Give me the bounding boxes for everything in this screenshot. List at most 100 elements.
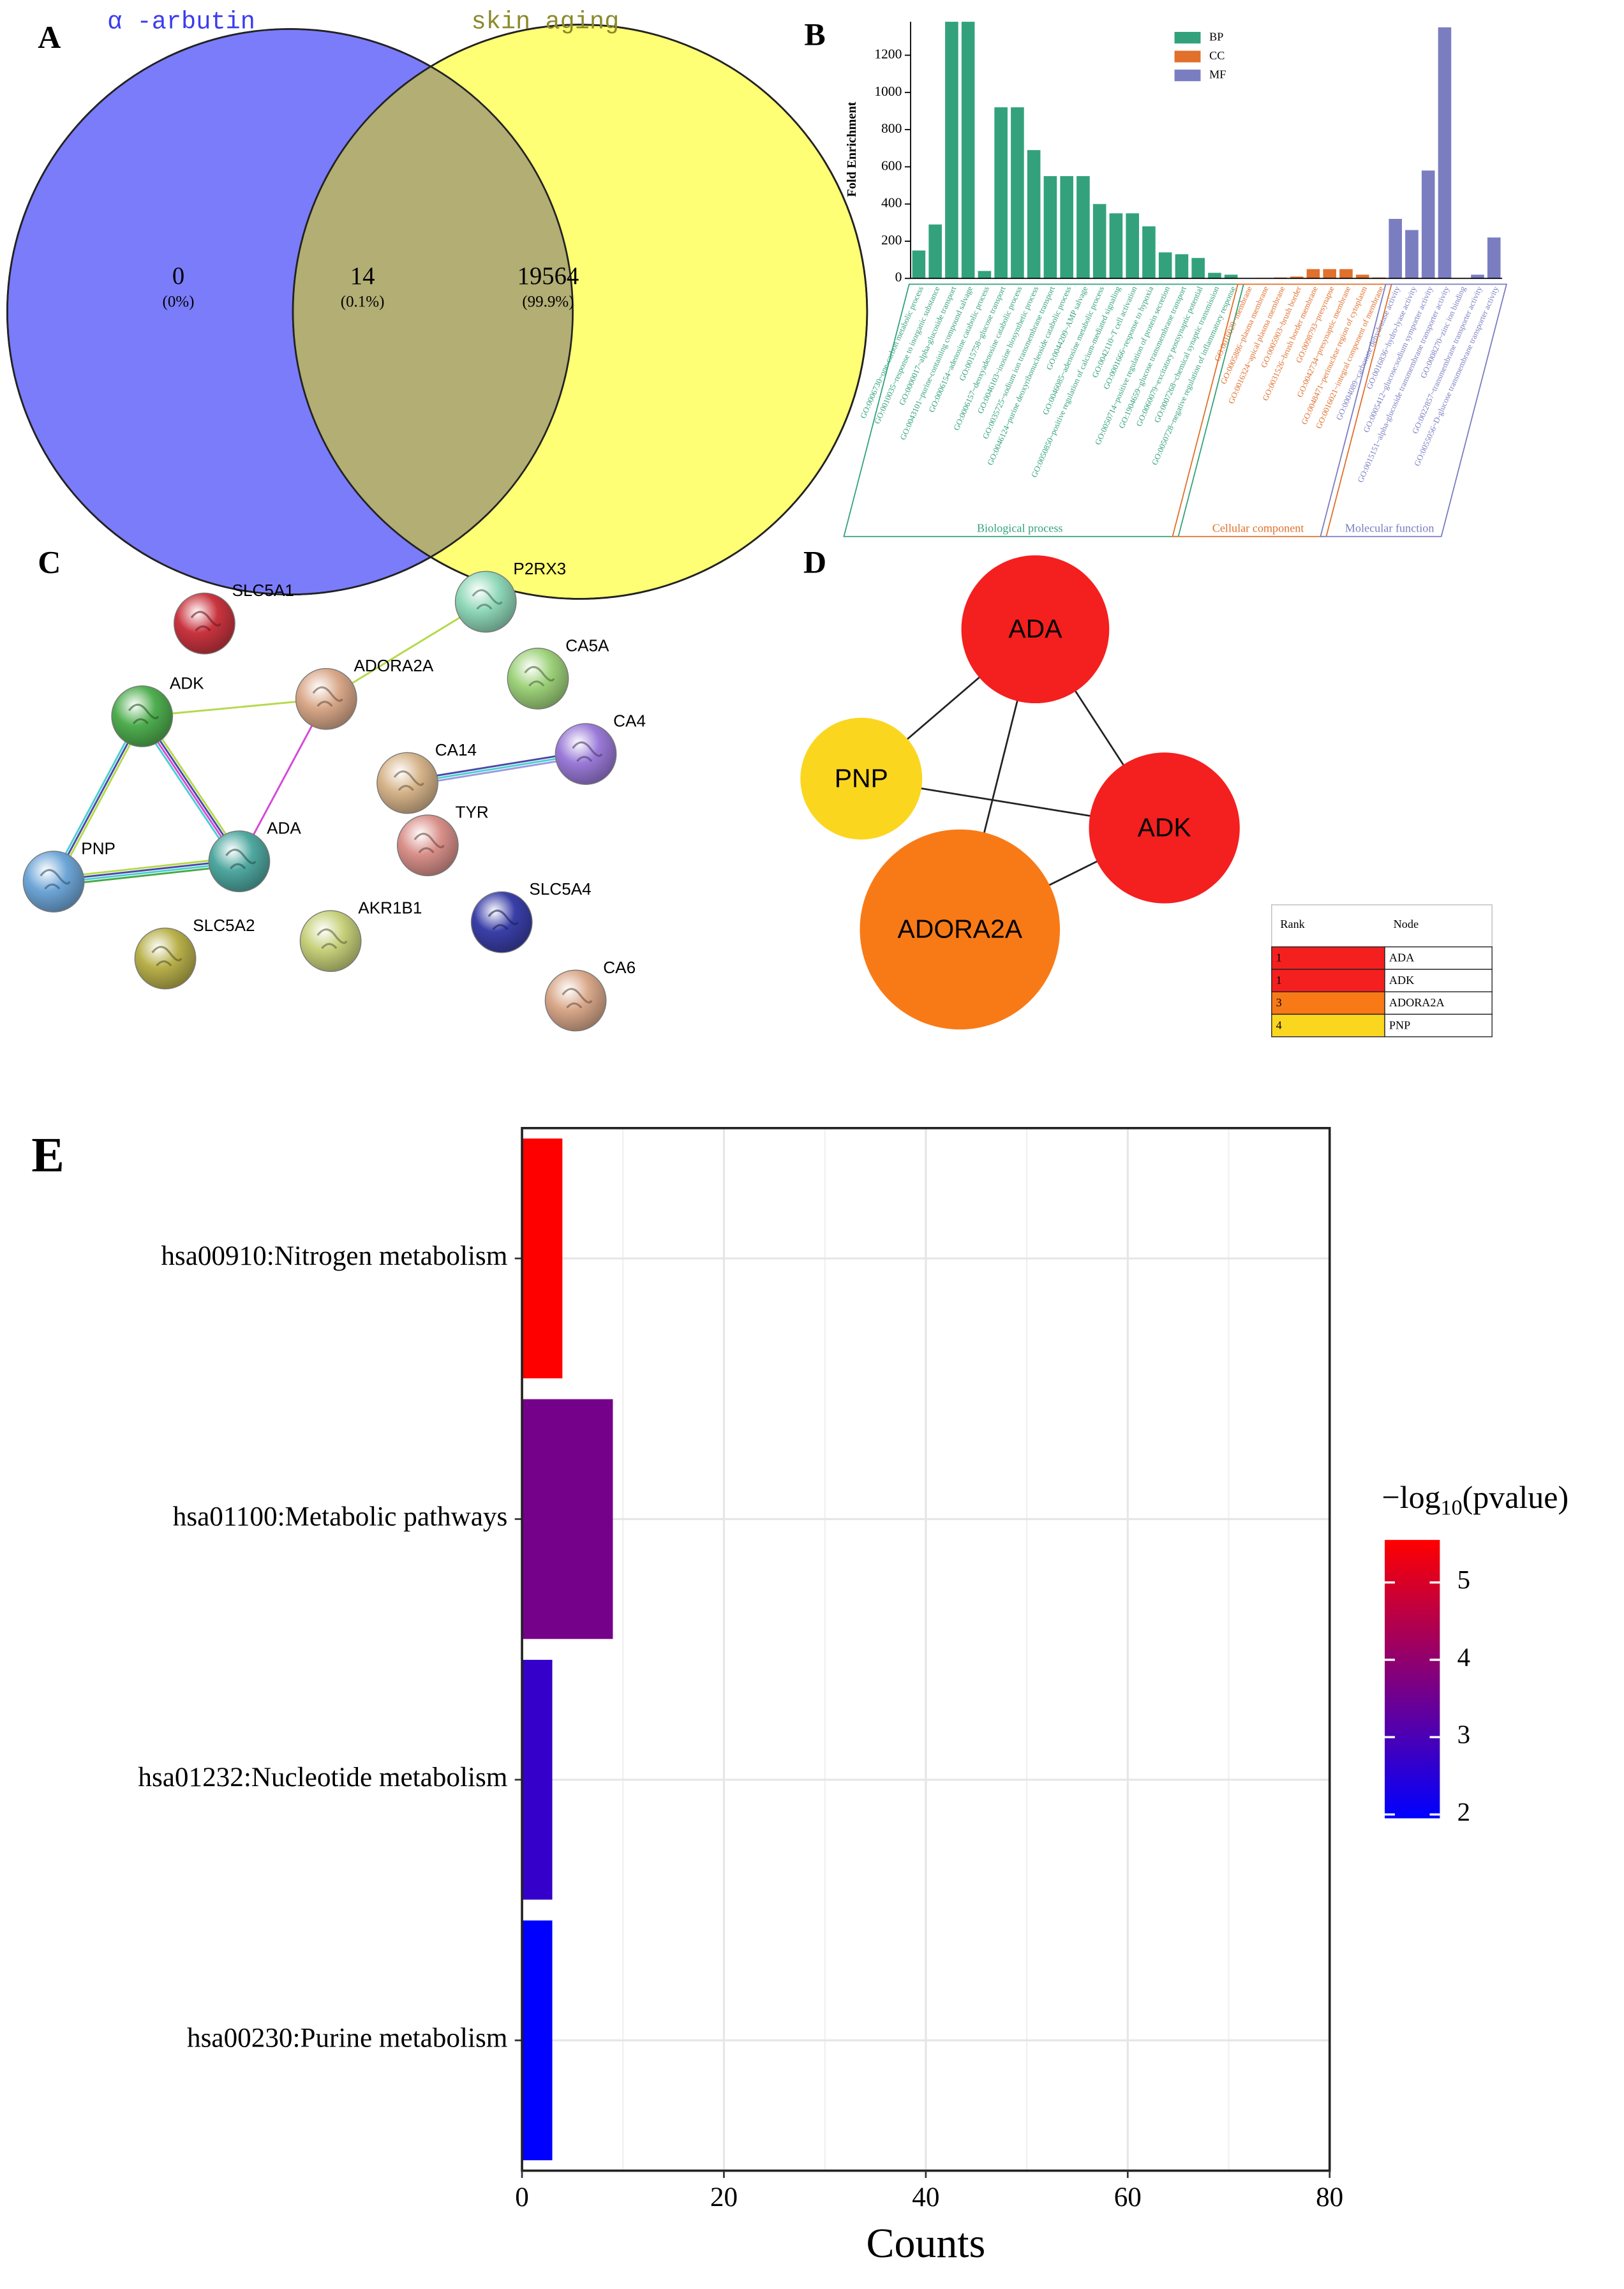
protein-structure (572, 741, 603, 763)
table-cell (1271, 1013, 1385, 1038)
edge (52, 715, 144, 883)
protein-node (454, 570, 517, 633)
bar (1175, 254, 1189, 279)
group-label: Cellular component (1212, 522, 1304, 535)
protein-structure (488, 909, 519, 930)
y-tick-label: hsa01100:Metabolic pathways (173, 1502, 508, 1532)
edge (53, 856, 239, 879)
legend-label: MF (1209, 68, 1226, 80)
y-tick-label: 800 (881, 121, 902, 136)
bar (1092, 204, 1106, 279)
y-tick-label: hsa00910:Nitrogen metabolism (161, 1241, 507, 1271)
bar (1208, 272, 1221, 279)
region-count: 14 (350, 263, 375, 290)
bar (1339, 269, 1353, 279)
bar (1389, 219, 1403, 279)
protein-node (507, 648, 569, 710)
bar (1076, 175, 1090, 279)
node-label: ADK (170, 673, 204, 692)
protein-node (376, 752, 438, 814)
bar (978, 271, 992, 279)
node (961, 555, 1110, 704)
edge (325, 600, 487, 700)
protein-node (174, 592, 235, 655)
node-label: ADA (267, 819, 301, 838)
bar (1421, 170, 1435, 279)
node (1089, 752, 1240, 904)
colorbar-title-part: −log (1382, 1479, 1441, 1515)
bar (1405, 230, 1419, 279)
bar (1126, 213, 1139, 279)
region-count: 19564 (518, 263, 579, 290)
colorbar-title: −log10(pvalue) (1382, 1479, 1569, 1519)
legend-swatch (1174, 50, 1201, 63)
protein-node (111, 685, 174, 747)
protein-node (544, 969, 607, 1032)
edge (54, 864, 240, 887)
protein-structure (562, 988, 593, 1009)
y-tick-label: 0 (895, 269, 902, 285)
y-tick-label: 600 (881, 158, 902, 173)
colorbar-title-part: (pvalue) (1463, 1479, 1568, 1515)
bar (1109, 213, 1123, 279)
bar (1011, 107, 1024, 279)
y-tick-label: 1200 (874, 46, 902, 61)
bar (1142, 226, 1156, 279)
table-cell-text: 1 (1276, 951, 1282, 964)
legend-swatch (1174, 70, 1201, 82)
panel-label: E (31, 1128, 64, 1182)
bar (994, 107, 1008, 279)
protein-structure (151, 946, 183, 967)
region-count: 0 (172, 263, 184, 290)
venn-overlap (293, 29, 573, 595)
table-cell-text: PNP (1389, 1018, 1410, 1031)
table-cell (1384, 1013, 1493, 1038)
edge (55, 717, 145, 884)
y-tick-label: hsa00230:Purine metabolism (187, 2023, 507, 2053)
bar (1323, 269, 1336, 279)
group-bracket (1320, 283, 1508, 537)
protein-node (396, 814, 459, 877)
set-label: α -arbutin (107, 8, 255, 36)
table-cell (1384, 946, 1493, 970)
table-column-header: Rank (1280, 918, 1305, 930)
x-tick-label: 0 (515, 2182, 529, 2212)
edge (53, 859, 239, 881)
bar (961, 22, 975, 279)
bar (1438, 27, 1452, 279)
colorbar-tick-label: 3 (1457, 1720, 1470, 1749)
protein-structure (190, 611, 221, 632)
protein-node (555, 723, 617, 785)
y-tick-label: 400 (881, 195, 902, 211)
venn-outline (6, 28, 574, 595)
x-tick-label: 60 (1114, 2182, 1142, 2212)
protein-structure (128, 703, 160, 724)
panel-label: B (804, 17, 825, 52)
protein-structure (413, 832, 445, 854)
bar (1191, 258, 1205, 279)
region-percent: (0%) (163, 294, 195, 311)
node-label: ADA (1008, 614, 1062, 643)
colorbar-tick-label: 4 (1457, 1643, 1470, 1671)
bar (1224, 274, 1238, 279)
y-axis-label: Fold Enrichment (845, 101, 859, 197)
colorbar-title-part: 10 (1441, 1496, 1463, 1519)
colorbar-tick-label: 2 (1457, 1798, 1470, 1826)
edge (54, 861, 240, 884)
panel-label: A (38, 19, 61, 55)
bar (928, 224, 942, 279)
group-label: Biological process (977, 522, 1063, 535)
node-label: SLC5A4 (529, 879, 591, 898)
table-cell-text: 3 (1276, 996, 1282, 1009)
node (860, 829, 1061, 1030)
node-label: ADORA2A (898, 914, 1023, 944)
region-percent: (0.1%) (341, 294, 385, 311)
edge (50, 714, 141, 881)
table-cell (1271, 946, 1385, 970)
bar (1306, 269, 1320, 279)
bar (522, 1399, 613, 1639)
bar (522, 1138, 563, 1378)
table-column-header: Node (1394, 918, 1419, 930)
protein-structure (40, 869, 71, 890)
